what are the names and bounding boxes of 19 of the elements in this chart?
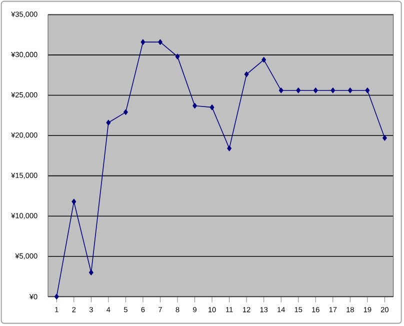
point xyxy=(262,56,266,63)
point xyxy=(124,109,128,115)
point xyxy=(106,120,111,126)
point xyxy=(88,270,94,276)
point xyxy=(227,146,232,152)
point xyxy=(244,71,249,78)
point xyxy=(348,88,352,94)
point xyxy=(313,88,318,94)
point xyxy=(175,54,180,60)
point xyxy=(365,88,370,94)
point xyxy=(296,88,301,94)
point xyxy=(382,135,387,141)
point xyxy=(278,88,284,94)
point xyxy=(54,294,59,300)
point xyxy=(72,198,76,204)
point xyxy=(330,88,336,94)
point xyxy=(158,39,162,45)
point xyxy=(140,39,146,45)
point xyxy=(210,104,214,110)
